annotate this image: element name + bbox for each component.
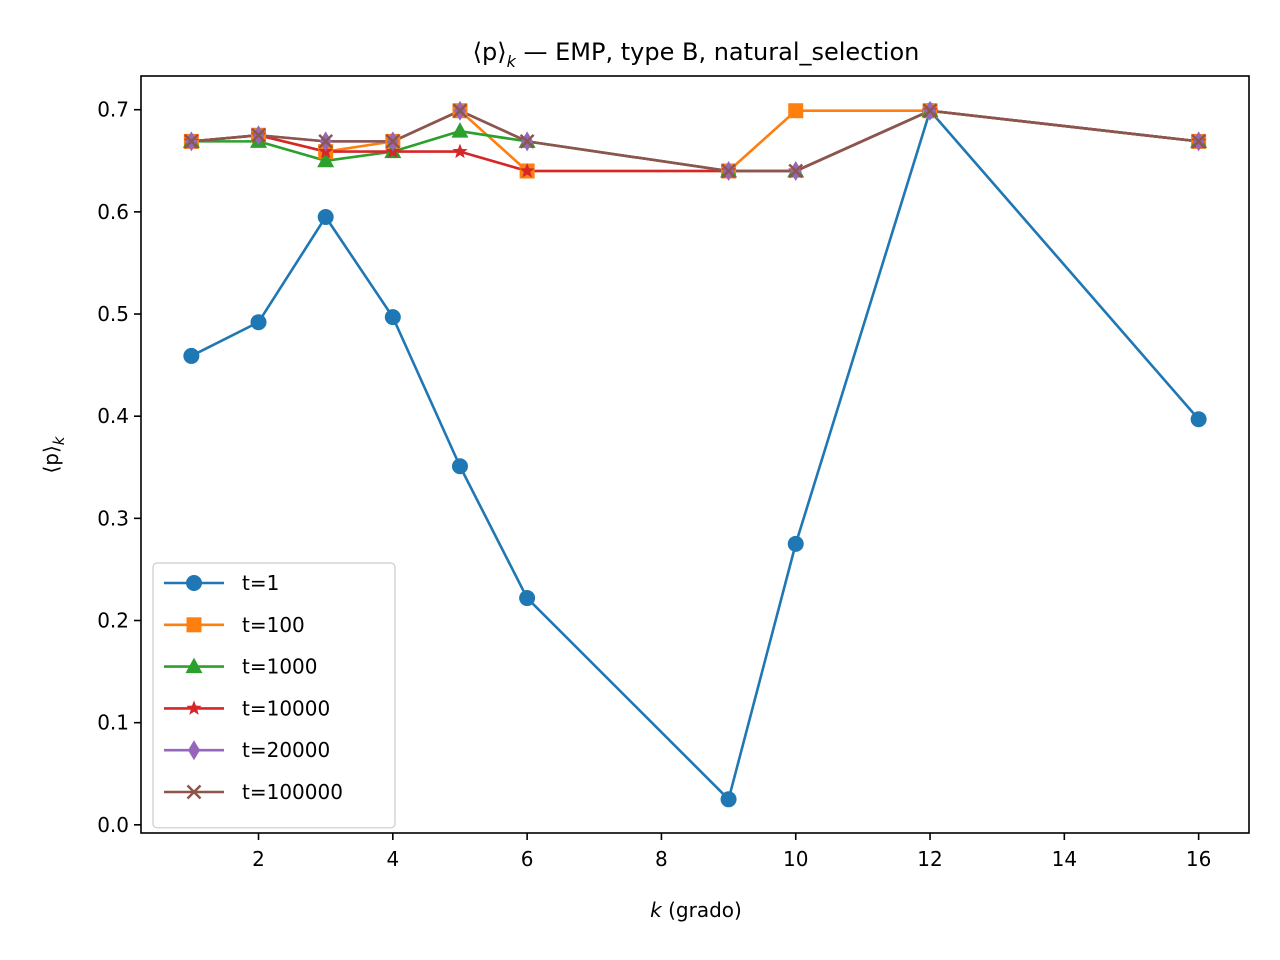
- data-point: [451, 458, 468, 475]
- legend-marker: [186, 617, 202, 633]
- y-tick-label: 0.2: [97, 609, 129, 633]
- x-axis-title: k (grado): [650, 898, 742, 922]
- data-point: [922, 103, 938, 119]
- x-tick-label: 2: [252, 847, 265, 871]
- legend-marker: [186, 700, 202, 715]
- legend-label: t=10000: [242, 696, 330, 720]
- legend-item: t=100000: [164, 780, 343, 804]
- legend-marker: [186, 784, 202, 800]
- series-1: [190, 109, 1200, 801]
- x-tick-label: 8: [655, 847, 668, 871]
- data-point: [318, 133, 334, 149]
- y-tick-label: 0.6: [97, 200, 129, 224]
- y-axis-title-sub: k: [50, 435, 68, 445]
- y-tick-label: 0.5: [97, 302, 129, 326]
- data-point: [317, 208, 334, 225]
- data-point: [251, 127, 266, 143]
- series-6-markers: [183, 103, 1207, 179]
- x-tick-label: 4: [386, 847, 399, 871]
- data-point: [452, 143, 468, 159]
- x-tick-label: 10: [783, 847, 808, 871]
- data-point: [519, 590, 536, 607]
- legend-marker: [185, 657, 203, 674]
- data-point: [452, 103, 468, 119]
- y-axis-title: ⟨p⟩k: [39, 435, 68, 473]
- series-line: [191, 109, 1199, 173]
- legend-item: t=10000: [164, 696, 330, 720]
- x-tick-label: 6: [521, 847, 534, 871]
- y-axis-ticks: 0.0 0.1 0.2 0.3 0.4 0.5 0.6 0.7: [97, 98, 141, 837]
- plot-markers: [182, 100, 1208, 808]
- data-point: [788, 163, 804, 179]
- legend: t=1 t=100 t=1000 t=10000 t=20000 t=100000: [152, 562, 396, 829]
- legend-item: t=20000: [164, 738, 330, 762]
- data-point: [721, 163, 736, 179]
- y-tick-label: 0.1: [97, 711, 129, 735]
- chart-title-main: ⟨p⟩: [473, 38, 507, 66]
- legend-item: t=1: [164, 571, 279, 595]
- data-point: [317, 151, 335, 168]
- y-tick-label: 0.0: [97, 813, 129, 837]
- x-axis-ticks: 2 4 6 8 10 12 14 16: [252, 833, 1211, 871]
- plot-frame: [140, 75, 1250, 834]
- series-line: [190, 109, 1200, 801]
- data-point: [385, 133, 401, 149]
- x-tick-label: 12: [917, 847, 942, 871]
- data-point: [183, 347, 200, 364]
- legend-box: [152, 562, 396, 829]
- legend-marker: [188, 740, 200, 761]
- data-point: [787, 535, 804, 552]
- y-axis-title-main: ⟨p⟩: [39, 445, 63, 473]
- chart-title-sub: k: [507, 52, 517, 71]
- data-point: [384, 309, 401, 326]
- plot-lines: [190, 109, 1200, 801]
- y-tick-label: 0.3: [97, 506, 129, 530]
- data-point: [519, 163, 535, 178]
- data-point: [519, 133, 535, 149]
- legend-label: t=100: [242, 613, 305, 637]
- legend-item: t=1000: [164, 655, 318, 679]
- y-tick-label: 0.4: [97, 404, 129, 428]
- x-tick-label: 14: [1052, 847, 1077, 871]
- legend-label: t=20000: [242, 738, 330, 762]
- legend-label: t=1: [242, 571, 279, 595]
- series-6: [191, 109, 1199, 173]
- legend-item: t=100: [164, 613, 305, 637]
- x-tick-label: 16: [1186, 847, 1211, 871]
- y-tick-label: 0.7: [97, 98, 129, 122]
- data-point: [720, 791, 737, 808]
- legend-label: t=100000: [242, 780, 343, 804]
- chart-title-rest: — EMP, type B, natural_selection: [516, 38, 919, 66]
- x-axis-title-rest: (grado): [662, 898, 742, 922]
- data-point: [451, 122, 469, 138]
- x-axis-title-var: k: [650, 898, 663, 922]
- data-point: [1190, 411, 1207, 428]
- data-point: [788, 103, 804, 119]
- data-point: [1191, 133, 1207, 149]
- data-point: [183, 133, 199, 149]
- data-point: [250, 314, 267, 331]
- chart-title: ⟨p⟩k — EMP, type B, natural_selection: [473, 38, 920, 71]
- legend-marker: [186, 575, 202, 591]
- legend-label: t=1000: [242, 655, 318, 679]
